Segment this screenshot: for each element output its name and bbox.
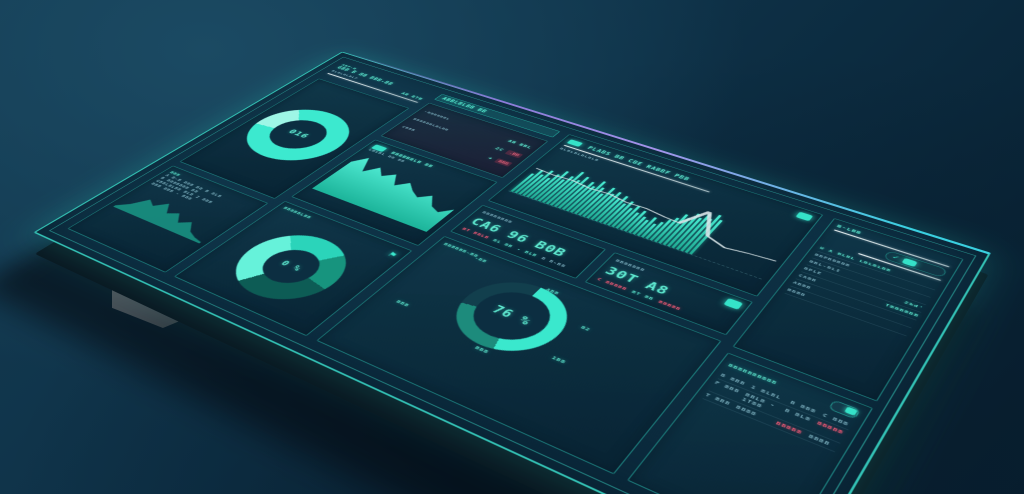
right-list-divider-mid — [857, 252, 942, 281]
watchlist-panel: BBB A B-B BBB BB B BLB B BBBBBBB BB GBBLBL… — [67, 165, 269, 273]
table-header: BBBBBBBBBB — [727, 362, 779, 386]
table-panel: BBBBBBBBBB B BBB 1 BLBL B BBB C BBB F BBB BBL… — [626, 352, 874, 494]
column-mid-left: ABBLBLBB BB -BBBBBBL AB BBL BBBBBBLBLBB 2C… — [173, 93, 561, 337]
table-cell: BBLB - 1TBB — [740, 392, 777, 410]
list-item[interactable]: BBBB — [784, 286, 912, 337]
gauge-hole: 76 % — [458, 283, 565, 350]
donut-mix-hole: 0 % — [251, 243, 332, 290]
area-panel: BBBBBBLB BB LBLBL BB BB — [291, 139, 498, 246]
list-item-label: BPLE — [802, 266, 824, 276]
dashboard-content: ABF-B GBB B BB BBB-BB BLBLBLBLF AB BTB 0… — [67, 63, 964, 494]
card-icon — [901, 257, 918, 267]
table-rows: B BBB 1 BLBL B BBB C BBB F BBB BBLB - 1TBB B B… — [702, 371, 854, 453]
gauge-tick-label: BBB — [394, 299, 411, 309]
dashboard-3d-scene: ABF-B GBB B BB BBB-BB BLBLBLBLF AB BTB 0… — [0, 51, 991, 494]
table-row[interactable]: F BBB BBLB - 1TBB B BLB BBBBB — [708, 378, 849, 444]
column-left: ABF-B GBB B BB BBB-BB BLBLBLBLF AB BTB 0… — [67, 63, 434, 273]
table-cell: BBBB — [807, 433, 832, 447]
donut-main-value: 016 — [285, 128, 312, 140]
gauge-header: BBBBBB-BB — [442, 242, 480, 259]
dashboard-board: ABF-B GBB B BB BBB-BB BLBLBLBLF AB BTB 0… — [33, 51, 991, 494]
kpi-b-subs: C BBBBB BT BB BBBBB — [596, 277, 725, 328]
table-cell: T BBB — [703, 392, 732, 407]
table-cell: BBBB — [734, 404, 759, 418]
table-toggle[interactable] — [828, 399, 861, 420]
table-cell: F BBB — [713, 380, 741, 395]
flag-icon[interactable]: ⚑ — [385, 249, 400, 259]
donut-mix-value: 0 % — [278, 259, 305, 273]
list-item[interactable]: BBPBBBBB — [812, 251, 935, 298]
table-cell: B BBB — [719, 372, 747, 387]
kpi-panel-b: BBBBBBB 30T A8 C BBBBB BT BB BBBBB — [584, 252, 753, 336]
gauge-ticks: -BB ABB B2 1BB BBB BBB — [395, 245, 706, 365]
table-cell: B BBB — [789, 399, 818, 415]
table-cell: BBBBB — [815, 420, 845, 436]
gauge-tick-label: -BB — [473, 255, 489, 264]
approval-pill[interactable]: ✓ — [883, 250, 948, 278]
list-item-label: ABBB — [791, 280, 813, 291]
list-item-label: BBBB — [786, 287, 807, 298]
kpi-sub: BBBBB — [657, 299, 683, 312]
column-right: B-LBB ✓ U A BLBL LBLBLBB BBPBBBBB BBL-BLI B… — [626, 218, 964, 494]
gauge-tick-label: BBB — [473, 345, 491, 355]
donut-mix-title: BBBBBLBB — [281, 206, 313, 220]
kpi-b-value: 30T A8 — [601, 265, 673, 298]
table-cell: C BBB — [821, 412, 851, 428]
kpi-sub: C BBBBB — [595, 277, 629, 292]
bar-panel-action-icon[interactable] — [795, 211, 814, 222]
kpi-sub: - BLB — [515, 247, 539, 258]
table-cell: B BLB — [783, 407, 813, 423]
list-item[interactable]: BBL-BLI — [806, 258, 931, 306]
list-item-label: CABB — [797, 273, 818, 284]
list-item-value: TBBBBBB — [884, 302, 920, 319]
list-item-label: BBPBBBBB — [813, 252, 852, 268]
kpi-sub: BT BB — [630, 289, 655, 302]
list-item-label: U A BLBL LBLBLBB — [818, 246, 893, 273]
list-item[interactable]: ABBB — [790, 278, 917, 329]
area-chart-dark — [113, 191, 225, 244]
table-row[interactable]: B BBB 1 BLBL B BBB C BBB — [717, 371, 854, 431]
kpi-b-header: BBBBBBB — [614, 258, 647, 273]
gauge-tick-label: 1BB — [550, 355, 568, 365]
list-item-value: 2hd' — [903, 300, 925, 311]
gauge-area: 76 % -BB ABB B2 1BB BBB BBB — [369, 245, 707, 422]
stat-label: CBBB — [400, 125, 417, 133]
right-list-rows: U A BLBL LBLBLBB BBPBBBBB BBL-BLI BPLE 2hd' C… — [784, 244, 940, 337]
gauge-tick-label: ABB — [544, 287, 561, 296]
list-item-label: BBL-BLI — [808, 259, 842, 274]
table-cell: 1 BLBL — [749, 384, 783, 401]
gauge-value: 76 % — [488, 303, 535, 328]
check-icon: ✓ — [890, 254, 901, 262]
table-cell: BBBBB — [774, 420, 804, 436]
list-item[interactable]: BPLE 2hd' — [801, 264, 926, 313]
kpi-sub: B B-BB — [539, 256, 568, 269]
table-row[interactable]: T BBB BBBB BBBBB BBBB — [702, 391, 840, 453]
list-item[interactable]: CABB TBBBBBB — [795, 271, 921, 321]
stat-change-badge: BBB — [494, 158, 513, 167]
list-item[interactable]: U A BLBL LBLBLBB — [817, 244, 940, 291]
gauge-ring[interactable]: 76 % — [434, 270, 588, 366]
kpi-b-action-icon[interactable] — [723, 298, 744, 310]
donut-chart-mix[interactable]: 0 % — [213, 223, 369, 313]
gauge-tick-label: B2 — [579, 325, 592, 333]
area-chart-bright[interactable] — [312, 151, 479, 232]
donut-main-hole: 016 — [257, 114, 339, 155]
